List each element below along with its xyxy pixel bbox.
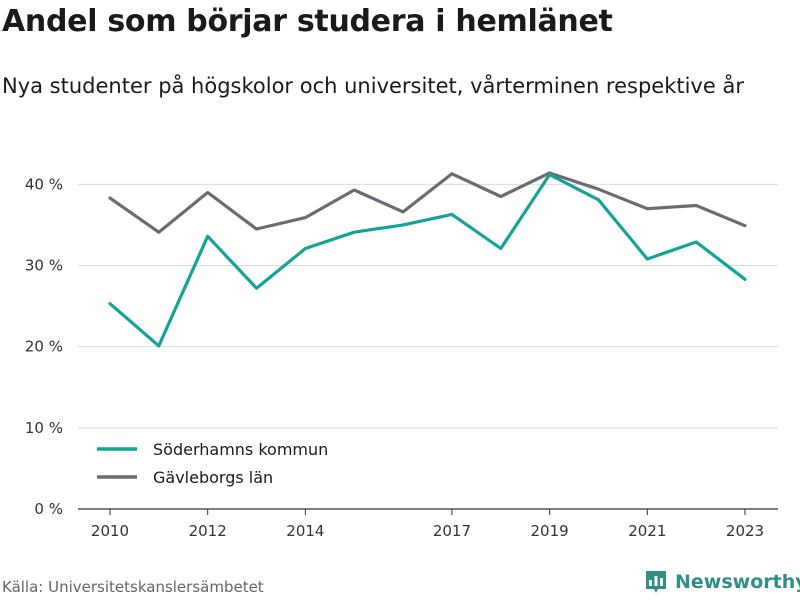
chart-title: Andel som börjar studera i hemlänet xyxy=(2,4,613,39)
chart-subtitle: Nya studenter på högskolor och universit… xyxy=(2,74,744,98)
newsworthy-logo-icon xyxy=(646,571,666,593)
y-tick-label: 0 % xyxy=(34,500,63,518)
series-line-söderhamns-kommun xyxy=(108,173,747,348)
x-tick-label: 2021 xyxy=(628,522,666,540)
x-tick-label: 2019 xyxy=(531,522,569,540)
line-chart: 0 % 10 % 20 % 30 % 40 % 2010 2012 2014 2017 2019… xyxy=(25,171,778,540)
x-tick-label: 2010 xyxy=(91,522,129,540)
brand-name: Newsworthy xyxy=(675,571,800,593)
legend-label: Gävleborgs län xyxy=(153,468,273,487)
series-line-gävleborgs-län xyxy=(108,171,747,234)
y-tick-label: 10 % xyxy=(25,419,63,437)
x-axis-ticks: 2010 2012 2014 2017 2019 2021 2023 xyxy=(91,509,764,540)
y-axis-ticks: 0 % 10 % 20 % 30 % 40 % xyxy=(25,175,63,518)
x-tick-label: 2012 xyxy=(189,522,227,540)
x-tick-label: 2023 xyxy=(726,522,764,540)
x-tick-label: 2017 xyxy=(433,522,471,540)
y-tick-label: 40 % xyxy=(25,175,63,193)
brand-logo: Newsworthy xyxy=(644,569,800,595)
series-lines xyxy=(108,171,747,348)
legend: Söderhamns kommun Gävleborgs län xyxy=(97,440,328,487)
y-tick-label: 30 % xyxy=(25,257,63,275)
gridlines xyxy=(78,183,778,510)
legend-label: Söderhamns kommun xyxy=(153,440,328,459)
source-note: Källa: Universitetskanslersämbetet xyxy=(2,578,264,596)
y-tick-label: 20 % xyxy=(25,338,63,356)
x-tick-label: 2014 xyxy=(286,522,324,540)
